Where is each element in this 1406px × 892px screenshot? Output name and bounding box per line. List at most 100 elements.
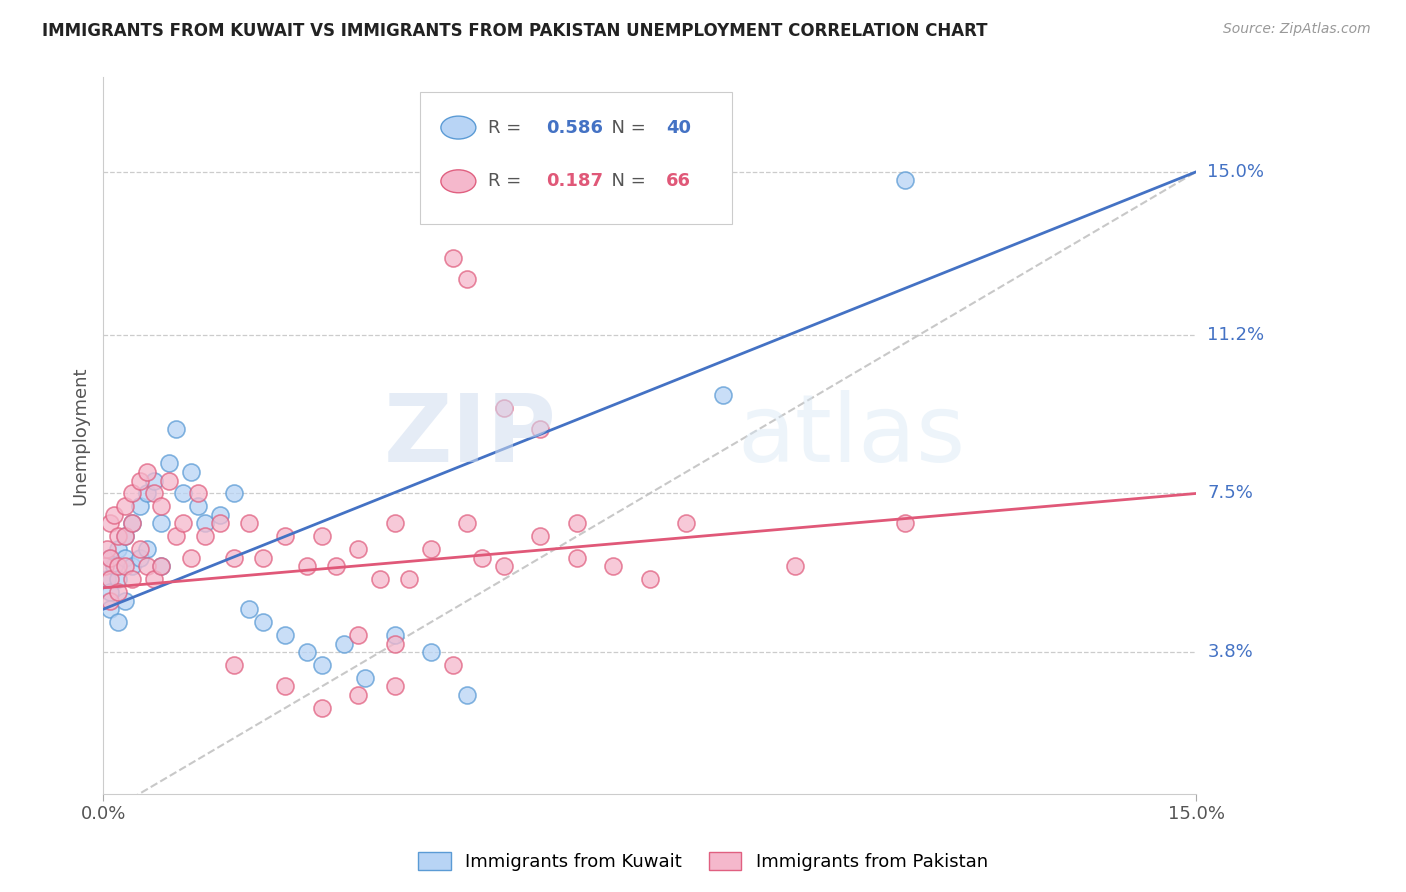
Point: [224, 658, 246, 673]
Point: [492, 559, 515, 574]
Point: [456, 272, 478, 286]
Point: [311, 701, 333, 715]
Point: [311, 529, 333, 543]
Point: [224, 550, 246, 565]
Point: [100, 516, 122, 531]
Point: [121, 559, 143, 574]
Text: 11.2%: 11.2%: [1208, 326, 1264, 343]
Text: R =: R =: [488, 119, 527, 136]
Point: [311, 658, 333, 673]
Point: [107, 585, 129, 599]
Legend: Immigrants from Kuwait, Immigrants from Pakistan: Immigrants from Kuwait, Immigrants from …: [411, 845, 995, 879]
Point: [100, 602, 122, 616]
Text: 66: 66: [666, 172, 692, 190]
Point: [274, 628, 297, 642]
Point: [143, 486, 166, 500]
Point: [100, 572, 122, 586]
Point: [602, 559, 624, 574]
Point: [114, 529, 136, 543]
Point: [121, 486, 143, 500]
Point: [295, 645, 318, 659]
Point: [107, 572, 129, 586]
Point: [107, 529, 129, 543]
Point: [638, 572, 661, 586]
Point: [274, 680, 297, 694]
Point: [114, 550, 136, 565]
Text: IMMIGRANTS FROM KUWAIT VS IMMIGRANTS FROM PAKISTAN UNEMPLOYMENT CORRELATION CHAR: IMMIGRANTS FROM KUWAIT VS IMMIGRANTS FRO…: [42, 22, 987, 40]
Point: [384, 636, 406, 650]
Point: [384, 680, 406, 694]
Text: 0.586: 0.586: [546, 119, 603, 136]
Point: [100, 585, 122, 599]
Point: [121, 572, 143, 586]
Point: [96, 572, 118, 586]
Point: [135, 486, 157, 500]
Text: ZIP: ZIP: [384, 390, 557, 482]
Point: [165, 529, 187, 543]
Point: [114, 593, 136, 607]
Point: [150, 559, 173, 574]
Point: [150, 559, 173, 574]
Point: [143, 474, 166, 488]
Point: [398, 572, 420, 586]
Text: atlas: atlas: [737, 390, 966, 482]
FancyBboxPatch shape: [420, 92, 731, 224]
Point: [143, 572, 166, 586]
Y-axis label: Unemployment: Unemployment: [72, 367, 89, 505]
Point: [384, 516, 406, 531]
Point: [893, 173, 915, 187]
Text: N =: N =: [600, 119, 652, 136]
Point: [441, 251, 464, 265]
Point: [785, 559, 807, 574]
Point: [354, 671, 377, 685]
Point: [94, 559, 117, 574]
Point: [295, 559, 318, 574]
Point: [675, 516, 697, 531]
Point: [150, 516, 173, 531]
Point: [492, 401, 515, 415]
Point: [135, 465, 157, 479]
Point: [114, 529, 136, 543]
Text: Source: ZipAtlas.com: Source: ZipAtlas.com: [1223, 22, 1371, 37]
Point: [107, 615, 129, 629]
Point: [103, 559, 125, 574]
Point: [194, 516, 217, 531]
Point: [180, 465, 202, 479]
Point: [114, 500, 136, 514]
Point: [471, 550, 494, 565]
Point: [165, 422, 187, 436]
Text: 7.5%: 7.5%: [1208, 484, 1253, 502]
Point: [893, 516, 915, 531]
Point: [368, 572, 391, 586]
Text: N =: N =: [600, 172, 652, 190]
Point: [107, 559, 129, 574]
Point: [238, 516, 260, 531]
Point: [187, 486, 209, 500]
Point: [529, 529, 551, 543]
Point: [252, 615, 274, 629]
Point: [529, 422, 551, 436]
Point: [565, 516, 588, 531]
Point: [194, 529, 217, 543]
Point: [332, 636, 354, 650]
Point: [128, 474, 150, 488]
Point: [135, 559, 157, 574]
Point: [325, 559, 347, 574]
Point: [100, 550, 122, 565]
Circle shape: [441, 116, 475, 139]
Point: [224, 486, 246, 500]
Point: [180, 550, 202, 565]
Point: [121, 516, 143, 531]
Point: [384, 628, 406, 642]
Point: [565, 550, 588, 565]
Point: [128, 500, 150, 514]
Point: [172, 486, 194, 500]
Point: [135, 542, 157, 557]
Point: [420, 542, 443, 557]
Point: [347, 542, 370, 557]
Point: [711, 388, 734, 402]
Circle shape: [441, 169, 475, 193]
Point: [172, 516, 194, 531]
Text: 15.0%: 15.0%: [1208, 163, 1264, 181]
Point: [208, 508, 231, 522]
